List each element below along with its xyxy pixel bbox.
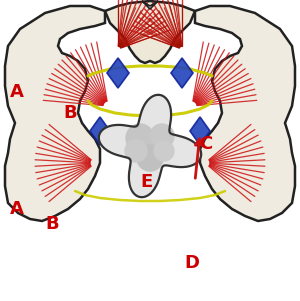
Text: D: D bbox=[184, 254, 200, 272]
Circle shape bbox=[137, 145, 163, 171]
Circle shape bbox=[150, 124, 174, 148]
Polygon shape bbox=[105, 1, 195, 63]
Circle shape bbox=[125, 140, 147, 162]
Text: B: B bbox=[64, 104, 77, 122]
Polygon shape bbox=[171, 58, 193, 88]
Polygon shape bbox=[99, 95, 201, 197]
Polygon shape bbox=[107, 58, 129, 88]
Text: B: B bbox=[46, 215, 59, 233]
Text: C: C bbox=[199, 135, 212, 154]
Polygon shape bbox=[195, 6, 295, 221]
Text: A: A bbox=[10, 83, 23, 101]
Circle shape bbox=[154, 141, 174, 161]
Circle shape bbox=[126, 124, 154, 152]
Polygon shape bbox=[190, 117, 210, 145]
Polygon shape bbox=[5, 6, 105, 221]
Polygon shape bbox=[142, 1, 158, 9]
Text: E: E bbox=[141, 173, 153, 191]
Text: A: A bbox=[10, 200, 23, 218]
Polygon shape bbox=[90, 117, 110, 145]
